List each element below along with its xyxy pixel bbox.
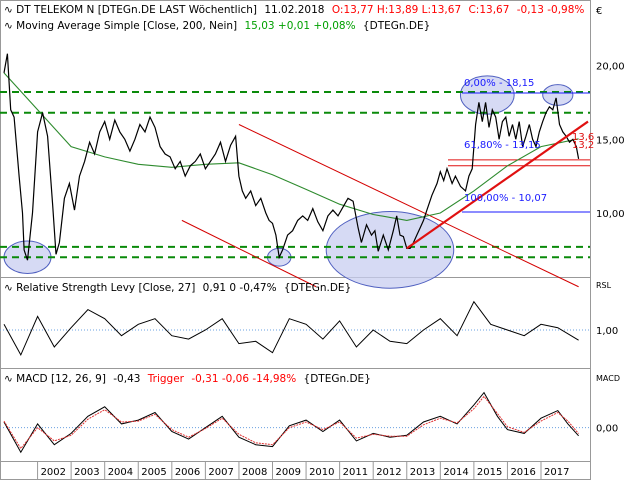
price-y-axis: 10,00 15,00 20,00 xyxy=(596,62,625,221)
x-tick-label: 2016 xyxy=(510,467,535,478)
svg-text:∿ Moving Average Simple: ∿ Moving Average Simple [Close, 200, Nei… xyxy=(4,20,430,32)
macd-trigger-label: Trigger xyxy=(147,373,185,385)
x-tick-label: 2015 xyxy=(477,467,502,478)
price-y-tick-label: 20,00 xyxy=(596,62,625,73)
header-change: -0,13 -0,98% xyxy=(517,4,585,16)
rsl-header-values: 0,91 0 -0,47% xyxy=(203,282,277,294)
red-level-label-2: 13,2 xyxy=(572,140,594,151)
rsl-header-label: Relative Strength Levy [Close, 27] xyxy=(16,282,195,294)
channel-upper-line xyxy=(238,124,579,288)
x-tick-label: 2004 xyxy=(108,467,133,478)
chart-icon: ∿ xyxy=(4,373,13,385)
x-tick-label: 2003 xyxy=(74,467,99,478)
horizontal-lines xyxy=(0,91,590,259)
price-gridlines xyxy=(37,462,542,480)
macd-header-value: -0,43 xyxy=(113,373,140,385)
macd-line xyxy=(3,391,579,454)
price-y-tick-label: 15,00 xyxy=(596,135,625,146)
x-tick-label: 2006 xyxy=(175,467,200,478)
x-tick-label: 2005 xyxy=(141,467,166,478)
x-tick-label: 2014 xyxy=(443,467,468,478)
header-date: 11.02.2018 xyxy=(264,4,324,16)
header-ohlc: O:13,77 H:13,89 L:13,67 xyxy=(332,4,461,16)
rsl-panel xyxy=(0,277,591,369)
sma-header-values: 15,03 +0,01 +0,08% xyxy=(245,20,356,32)
fib-label-100: 100,00% - 10,07 xyxy=(464,193,547,204)
rsl-header-symbol: {DTEGn.DE} xyxy=(284,282,351,294)
header-close: C:13,67 xyxy=(468,4,509,16)
macd-panel xyxy=(0,368,591,462)
x-tick-label: 2012 xyxy=(376,467,401,478)
x-tick-label: 2017 xyxy=(544,467,569,478)
x-tick-label: 2011 xyxy=(343,467,368,478)
fib-label-61-8: 61,80% - 13,15 xyxy=(464,140,541,151)
sma-header-symbol: {DTEGn.DE} xyxy=(363,20,430,32)
macd-header-label: MACD [12, 26, 9] xyxy=(16,373,106,385)
support-circles xyxy=(3,75,574,289)
rsl-header: ∿ Relative Strength Levy [Close, 27] 0,9… xyxy=(4,282,351,294)
x-tick-label: 2008 xyxy=(242,467,267,478)
x-tick-label: 2007 xyxy=(208,467,233,478)
macd-axis-label: MACD xyxy=(596,374,620,383)
rsl-axis-label: RSL xyxy=(596,281,612,290)
rsl-line xyxy=(3,300,579,357)
chart-icon: ∿ xyxy=(4,20,13,32)
sma-header-label: Moving Average Simple [Close, 200, Nein] xyxy=(16,20,237,32)
currency-symbol: € xyxy=(596,6,602,17)
x-tick-label: 2013 xyxy=(410,467,435,478)
uptrend-line xyxy=(406,120,589,250)
x-tick-label: 2009 xyxy=(276,467,301,478)
macd-trigger-line xyxy=(3,395,579,450)
support-circle xyxy=(542,84,574,106)
chart-icon: ∿ xyxy=(4,282,13,294)
sma-200-line xyxy=(3,72,579,221)
price-header: ∿ DT TELEKOM N [DTEGn.DE LAST Wöchentlic… xyxy=(4,4,584,32)
rsl-y-axis: 1,00 xyxy=(596,326,618,337)
price-y-tick-label: 10,00 xyxy=(596,209,625,220)
macd-trigger-values: -0,31 -0,06 -14,98% xyxy=(191,373,296,385)
price-line xyxy=(3,53,580,261)
fib-label-0: 0,00% - 18,15 xyxy=(464,78,534,89)
chart-icon: ∿ xyxy=(4,4,13,16)
trend-channel xyxy=(181,124,579,288)
macd-header: ∿ MACD [12, 26, 9] -0,43 Trigger -0,31 -… xyxy=(4,373,371,385)
x-tick-label: 2010 xyxy=(309,467,334,478)
macd-y-axis: 0,00 xyxy=(596,424,618,435)
svg-text:∿ DT TELEKOM N [DTEGn.DE: ∿ DT TELEKOM N [DTEGn.DE LAST Wöchentlic… xyxy=(4,4,584,16)
rsl-y-tick-label: 1,00 xyxy=(596,326,618,337)
price-panel xyxy=(0,0,591,278)
macd-y-tick-label: 0,00 xyxy=(596,424,618,435)
channel-lower-line xyxy=(181,219,317,288)
time-axis: 2002 2003 2004 2005 2006 2007 2008 2009 2010 2011… xyxy=(41,467,570,478)
x-tick-label: 2002 xyxy=(41,467,66,478)
red-level-label-1: 13,6 xyxy=(572,132,594,143)
instrument-title: DT TELEKOM N [DTEGn.DE LAST Wöchentlich] xyxy=(16,4,257,16)
support-circle xyxy=(325,211,455,289)
macd-header-symbol: {DTEGn.DE} xyxy=(304,373,371,385)
